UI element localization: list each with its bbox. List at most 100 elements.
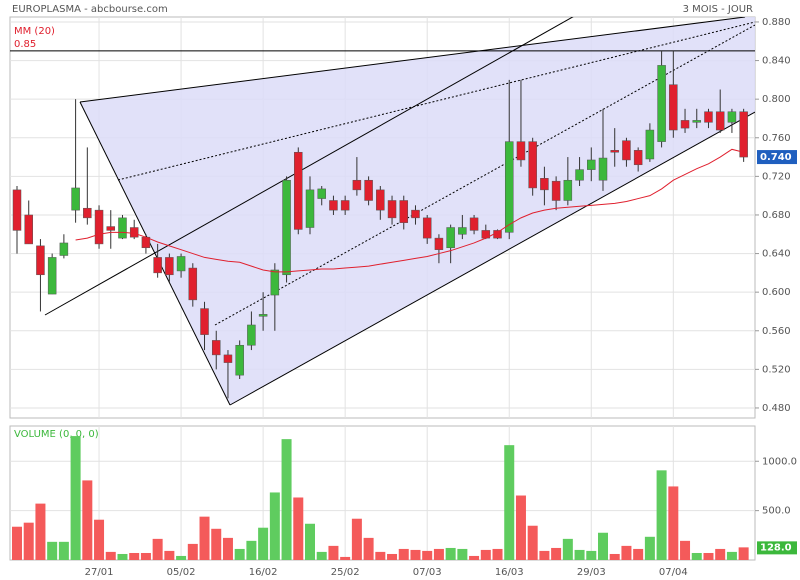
bar <box>668 486 679 560</box>
x-tick-label: 05/02 <box>167 567 196 578</box>
candle-body <box>387 200 397 219</box>
candle-body <box>598 157 608 181</box>
bar <box>152 538 163 560</box>
volume-title: VOLUME (0, 0, 0) <box>14 429 99 440</box>
candle-body <box>118 217 127 239</box>
candle-body <box>610 150 619 153</box>
bar <box>47 541 58 560</box>
candle-body <box>36 245 45 276</box>
bar <box>633 548 644 560</box>
bar <box>492 548 503 560</box>
bar <box>551 547 562 560</box>
bar <box>644 536 655 560</box>
bar <box>398 548 409 560</box>
x-tick-label: 25/02 <box>331 567 360 578</box>
bar <box>94 519 105 560</box>
candle-body <box>540 178 549 191</box>
x-tick-label: 07/04 <box>659 567 688 578</box>
candle-body <box>469 217 479 231</box>
candle-body <box>329 200 338 211</box>
bar <box>187 543 198 560</box>
candle-body <box>715 111 725 131</box>
candle-body <box>294 151 303 230</box>
bar <box>422 550 433 560</box>
bar <box>269 492 280 560</box>
channel-line <box>214 24 755 326</box>
bar <box>258 527 269 560</box>
last-price-label: 0.740 <box>760 152 792 163</box>
bar <box>351 518 362 560</box>
y-tick-label: 0.880 <box>762 17 791 28</box>
reference-label: 0.85 <box>14 39 36 50</box>
candle-body <box>575 169 584 181</box>
candle-body <box>669 84 678 131</box>
bar <box>305 523 315 560</box>
bar <box>58 541 69 560</box>
bar <box>539 550 550 560</box>
bar <box>691 552 702 560</box>
candle-body <box>223 354 233 363</box>
candle-body <box>352 179 362 191</box>
bar <box>328 545 339 560</box>
y-tick-label: 500.0 <box>762 506 791 517</box>
x-tick-label: 29/03 <box>577 567 606 578</box>
bar <box>23 522 34 560</box>
y-tick-label: 0.640 <box>762 249 791 260</box>
x-tick-label: 16/02 <box>249 567 278 578</box>
candle-body <box>516 141 526 161</box>
candle-body <box>422 217 432 239</box>
bar <box>340 556 351 560</box>
candle-body <box>704 111 713 123</box>
candle-body <box>376 189 385 211</box>
bar <box>515 495 526 560</box>
bar <box>586 550 597 560</box>
candle-body <box>270 269 280 296</box>
bar <box>105 551 116 560</box>
candle-body <box>434 237 444 250</box>
candle-body <box>153 257 162 274</box>
bar <box>621 545 632 560</box>
candle-body <box>258 314 268 317</box>
bar <box>738 547 749 560</box>
candle-body <box>24 214 33 245</box>
candle-body <box>680 120 690 129</box>
bar <box>363 537 374 560</box>
bar <box>598 532 608 560</box>
bar <box>293 497 304 560</box>
y-tick-label: 1000.0 <box>762 456 797 467</box>
candle-body <box>446 227 455 249</box>
candle-body <box>247 324 256 346</box>
bar <box>457 548 468 560</box>
last-price-tag <box>757 150 797 165</box>
y-tick-label: 0.800 <box>762 94 791 105</box>
candle-body <box>176 256 186 272</box>
candle-body <box>528 141 537 189</box>
bar <box>140 552 151 560</box>
bar <box>375 551 386 560</box>
bar <box>281 439 292 560</box>
chart-title: EUROPLASMA - abcbourse.com <box>12 4 168 15</box>
bar <box>504 445 515 560</box>
bar <box>410 549 421 560</box>
channel-line <box>117 21 755 181</box>
bar <box>12 526 22 560</box>
candle-body <box>165 257 174 276</box>
bar <box>316 551 327 560</box>
candle-body <box>59 242 69 256</box>
candle-body <box>305 189 315 228</box>
candle-body <box>458 227 467 235</box>
channel-line <box>229 111 755 406</box>
candle-body <box>645 129 655 160</box>
candle-body <box>83 207 92 219</box>
last-volume-tag <box>757 541 797 555</box>
candle-body <box>364 179 373 201</box>
bar <box>387 553 398 560</box>
candle-body <box>200 308 209 335</box>
bar <box>715 548 726 560</box>
bar <box>35 503 46 560</box>
candle-body <box>317 188 326 199</box>
candle-body <box>633 150 643 166</box>
bar <box>480 549 491 560</box>
bar <box>246 540 257 560</box>
